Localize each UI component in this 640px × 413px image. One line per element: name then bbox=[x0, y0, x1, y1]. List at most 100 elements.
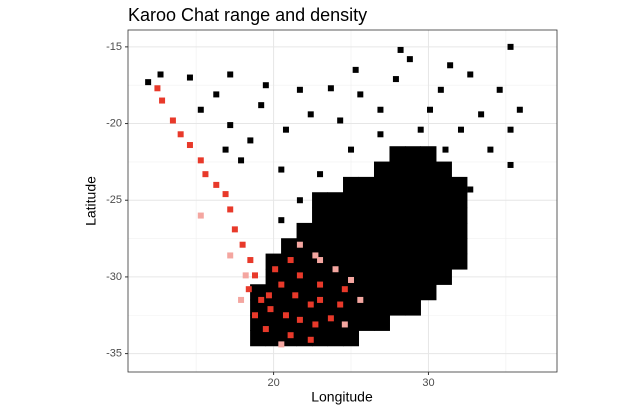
point bbox=[348, 146, 355, 153]
point bbox=[282, 312, 289, 319]
point bbox=[281, 268, 298, 285]
point bbox=[478, 111, 485, 118]
point bbox=[312, 238, 329, 255]
point bbox=[265, 330, 282, 347]
point bbox=[451, 222, 468, 239]
point bbox=[404, 161, 421, 178]
point bbox=[404, 268, 421, 285]
point bbox=[392, 76, 399, 83]
point bbox=[327, 315, 334, 322]
point bbox=[159, 97, 166, 104]
point bbox=[222, 191, 229, 198]
point bbox=[267, 306, 274, 313]
point bbox=[420, 222, 437, 239]
point bbox=[451, 176, 468, 193]
point bbox=[281, 299, 298, 316]
point bbox=[239, 241, 246, 248]
point bbox=[278, 281, 285, 288]
point bbox=[312, 284, 329, 301]
point bbox=[389, 268, 406, 285]
point bbox=[265, 253, 282, 270]
point bbox=[281, 238, 298, 255]
point bbox=[420, 161, 437, 178]
point bbox=[242, 272, 249, 279]
point bbox=[250, 330, 267, 347]
point bbox=[296, 284, 313, 301]
point bbox=[373, 161, 390, 178]
point bbox=[157, 71, 164, 78]
point bbox=[327, 268, 344, 285]
point bbox=[435, 161, 452, 178]
point bbox=[435, 207, 452, 224]
point bbox=[262, 82, 269, 89]
point bbox=[317, 296, 324, 303]
y-tick-label: -30 bbox=[106, 271, 122, 283]
point bbox=[358, 284, 375, 301]
point bbox=[420, 207, 437, 224]
point bbox=[307, 111, 314, 118]
point bbox=[258, 102, 265, 109]
point bbox=[281, 314, 298, 331]
point bbox=[420, 253, 437, 270]
point bbox=[373, 222, 390, 239]
point bbox=[278, 341, 285, 348]
point bbox=[435, 238, 452, 255]
point bbox=[245, 286, 252, 293]
point bbox=[427, 106, 434, 113]
point bbox=[238, 296, 245, 303]
point bbox=[278, 217, 285, 224]
chart-title: Karoo Chat range and density bbox=[128, 5, 367, 25]
point bbox=[296, 222, 313, 239]
point bbox=[312, 222, 329, 239]
point bbox=[317, 257, 324, 264]
point bbox=[327, 222, 344, 239]
point bbox=[373, 314, 390, 331]
point bbox=[343, 330, 360, 347]
point bbox=[389, 253, 406, 270]
y-tick-label: -35 bbox=[106, 348, 122, 360]
point bbox=[377, 131, 384, 138]
point bbox=[327, 253, 344, 270]
point bbox=[265, 314, 282, 331]
point bbox=[358, 253, 375, 270]
point bbox=[343, 207, 360, 224]
point bbox=[420, 192, 437, 209]
point bbox=[343, 192, 360, 209]
point bbox=[247, 137, 254, 144]
point bbox=[507, 161, 514, 168]
point bbox=[265, 268, 282, 285]
point bbox=[404, 299, 421, 316]
point bbox=[343, 238, 360, 255]
point bbox=[358, 192, 375, 209]
point bbox=[516, 106, 523, 113]
point bbox=[435, 176, 452, 193]
point bbox=[451, 253, 468, 270]
point bbox=[238, 157, 245, 164]
point bbox=[272, 266, 279, 273]
point bbox=[451, 207, 468, 224]
point bbox=[343, 299, 360, 316]
point bbox=[282, 126, 289, 133]
point bbox=[373, 238, 390, 255]
x-tick-label: 20 bbox=[267, 377, 279, 389]
point bbox=[197, 157, 204, 164]
point bbox=[389, 161, 406, 178]
point bbox=[457, 126, 464, 133]
point bbox=[373, 207, 390, 224]
point bbox=[389, 207, 406, 224]
point bbox=[420, 146, 437, 163]
point bbox=[227, 206, 234, 213]
point bbox=[467, 186, 474, 193]
y-tick-label: -25 bbox=[106, 194, 122, 206]
y-tick-label: -20 bbox=[106, 117, 122, 129]
point bbox=[404, 222, 421, 239]
point bbox=[507, 43, 514, 50]
point bbox=[307, 336, 314, 343]
point bbox=[145, 79, 152, 86]
point bbox=[312, 330, 329, 347]
point bbox=[258, 296, 265, 303]
point bbox=[312, 321, 319, 328]
point bbox=[197, 106, 204, 113]
point bbox=[343, 176, 360, 193]
